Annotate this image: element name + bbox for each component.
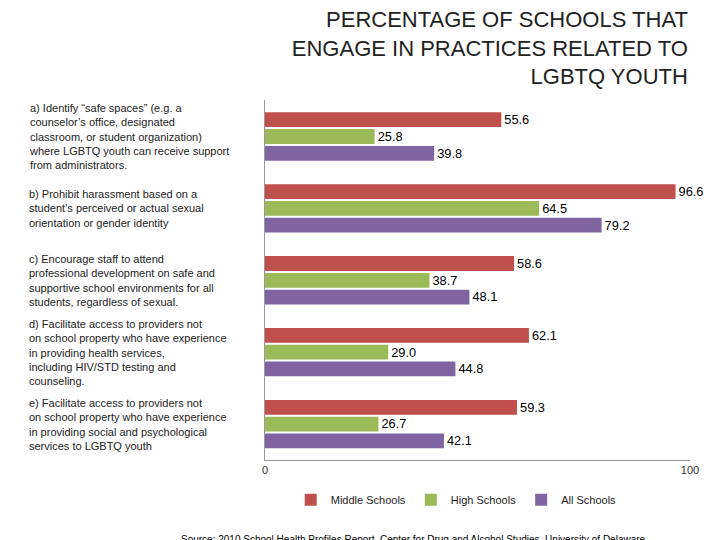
svg-text:58.6: 58.6 — [517, 256, 542, 271]
svg-text:Source: 2010 School Health Pro: Source: 2010 School Health Profiles Repo… — [181, 534, 646, 540]
svg-text:39.8: 39.8 — [437, 146, 462, 161]
svg-text:44.8: 44.8 — [458, 361, 483, 376]
svg-text:d) Facilitate access to provid: d) Facilitate access to providers noton … — [29, 318, 227, 387]
svg-text:PERCENTAGE OF SCHOOLS THATENGA: PERCENTAGE OF SCHOOLS THATENGAGE IN PRAC… — [292, 7, 688, 89]
svg-text:c) Encourage staff to attendpr: c) Encourage staff to attendprofessional… — [29, 253, 215, 308]
svg-text:100: 100 — [681, 464, 699, 476]
svg-text:All Schools: All Schools — [561, 494, 616, 506]
svg-text:55.6: 55.6 — [504, 112, 529, 127]
svg-text:26.7: 26.7 — [381, 416, 406, 431]
svg-text:96.6: 96.6 — [679, 184, 704, 199]
svg-text:a) Identify “safe spaces” (e.g: a) Identify “safe spaces” (e.g. acounsel… — [29, 102, 229, 171]
svg-text:48.1: 48.1 — [472, 289, 497, 304]
svg-text:79.2: 79.2 — [605, 218, 630, 233]
svg-text:0: 0 — [262, 464, 268, 476]
svg-text:38.7: 38.7 — [432, 273, 457, 288]
svg-text:64.5: 64.5 — [542, 201, 567, 216]
svg-text:e) Facilitate access to provid: e) Facilitate access to providers noton … — [29, 397, 227, 452]
svg-text:62.1: 62.1 — [532, 328, 557, 343]
svg-text:High Schools: High Schools — [451, 494, 516, 506]
svg-text:Middle Schools: Middle Schools — [331, 494, 406, 506]
svg-text:25.8: 25.8 — [378, 129, 403, 144]
svg-text:59.3: 59.3 — [520, 400, 545, 415]
svg-text:b) Prohibit harassment based o: b) Prohibit harassment based on astudent… — [29, 188, 204, 229]
svg-text:42.1: 42.1 — [447, 433, 472, 448]
svg-text:29.0: 29.0 — [391, 345, 416, 360]
